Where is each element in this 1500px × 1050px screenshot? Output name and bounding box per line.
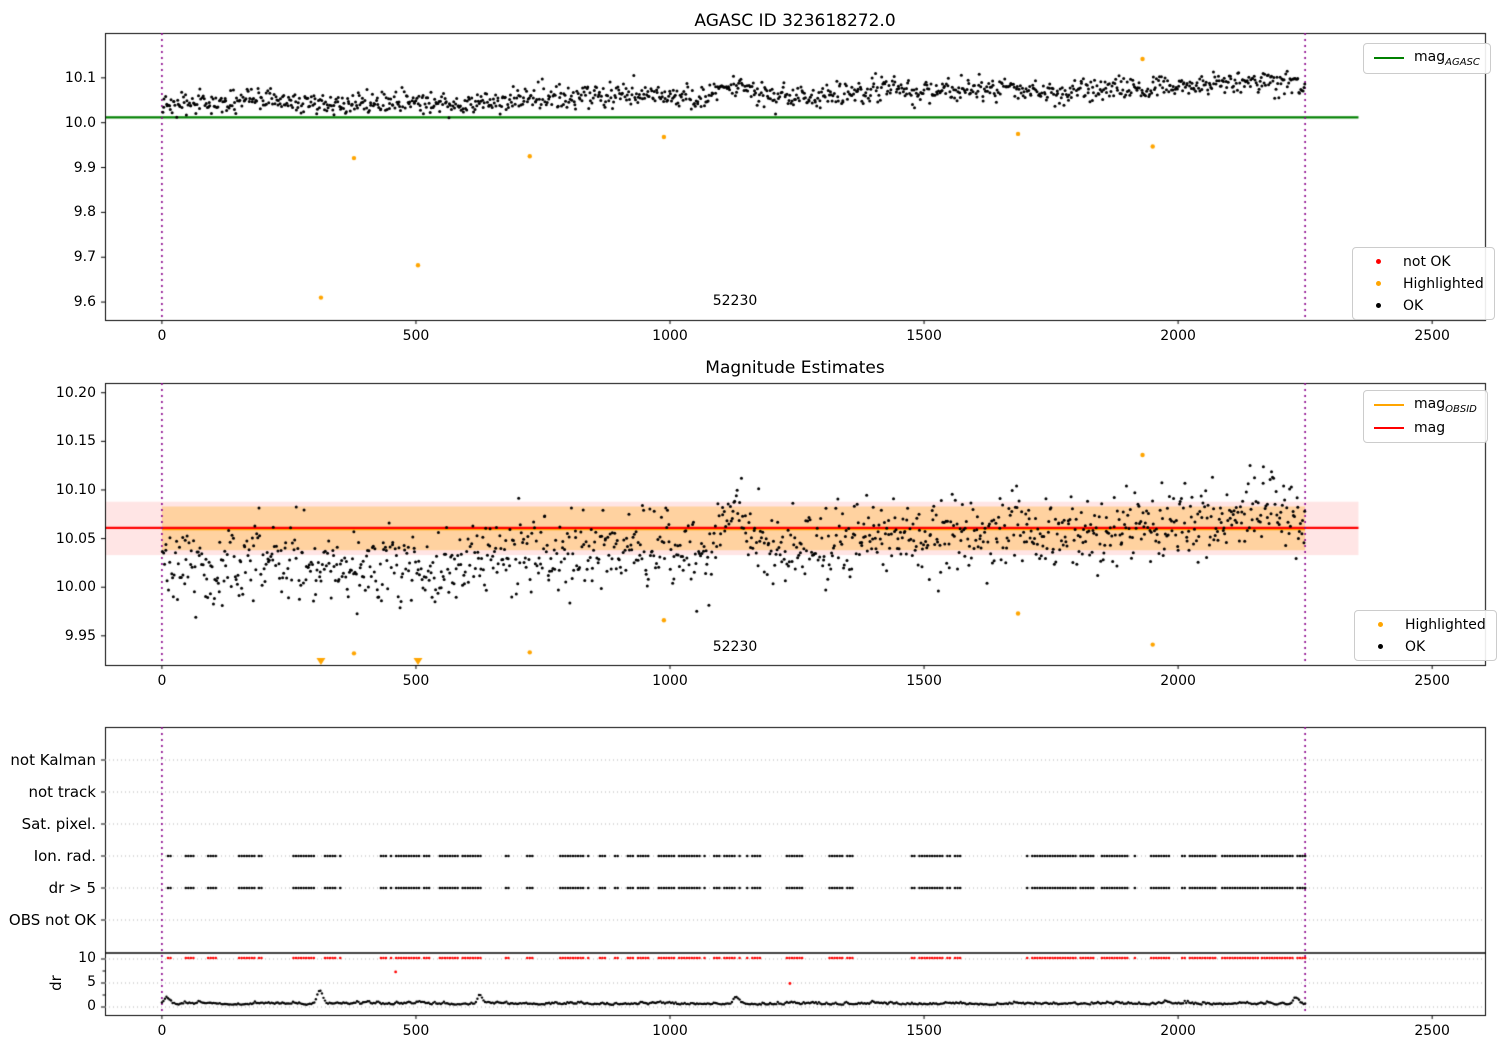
orange-dot-swatch xyxy=(1363,281,1393,286)
x-tick-label: 500 xyxy=(402,1023,430,1039)
legend-row-highlighted: Highlighted xyxy=(1363,275,1484,292)
legend-label: OK xyxy=(1403,297,1424,314)
y-tick-label: 9.95 xyxy=(64,627,96,644)
legend-row-ok: OK xyxy=(1365,638,1486,655)
legend-row-mag-obsid: magOBSID xyxy=(1374,396,1477,415)
flag-row-label: dr > 5 xyxy=(48,879,96,897)
x-tick-label: 1500 xyxy=(906,673,942,689)
orange-dot-swatch xyxy=(1365,622,1395,627)
legend-row-highlighted: Highlighted xyxy=(1365,616,1486,633)
plot1-line-legend: magAGASC xyxy=(1363,43,1491,74)
legend-label: Highlighted xyxy=(1405,616,1486,633)
flag-row-label: Sat. pixel. xyxy=(21,815,96,833)
legend-label: mag xyxy=(1414,420,1446,437)
x-tick-label: 0 xyxy=(157,328,167,344)
legend-label: magOBSID xyxy=(1414,396,1477,415)
x-tick-label: 2500 xyxy=(1414,673,1450,689)
y-tick-label: 9.9 xyxy=(73,159,96,176)
red-line-swatch xyxy=(1374,427,1404,430)
x-tick-label: 2000 xyxy=(1160,1023,1196,1039)
y-tick-label: 9.6 xyxy=(73,294,96,311)
y-tick-label: 10.0 xyxy=(64,114,96,131)
plot1-obsid-label: 52230 xyxy=(712,293,758,309)
black-dot-swatch xyxy=(1363,303,1393,308)
plot2-title: Magnitude Estimates xyxy=(705,358,885,378)
x-tick-label: 2500 xyxy=(1414,1023,1450,1039)
x-tick-label: 0 xyxy=(157,1023,167,1039)
legend-label: magAGASC xyxy=(1414,49,1480,68)
legend-label: OK xyxy=(1405,638,1426,655)
x-tick-label: 1000 xyxy=(652,1023,688,1039)
legend-row-mag: mag xyxy=(1374,420,1477,437)
flag-row-label: not Kalman xyxy=(10,751,96,769)
black-dot-swatch xyxy=(1365,644,1395,649)
y-tick-label: 10.00 xyxy=(55,579,96,596)
flag-row-label: Ion. rad. xyxy=(33,847,96,865)
x-tick-label: 1000 xyxy=(652,328,688,344)
plot2-marker-legend: Highlighted OK xyxy=(1354,610,1497,661)
x-tick-label: 0 xyxy=(157,673,167,689)
orange-line-swatch xyxy=(1374,404,1404,407)
x-tick-label: 2500 xyxy=(1414,328,1450,344)
legend-row-not-ok: not OK xyxy=(1363,253,1484,270)
x-tick-label: 1000 xyxy=(652,673,688,689)
legend-label: not OK xyxy=(1403,253,1451,270)
green-line-swatch xyxy=(1374,57,1404,60)
plot2-obsid-label: 52230 xyxy=(712,639,758,655)
y-tick-label: 10.15 xyxy=(55,433,96,450)
x-tick-label: 2000 xyxy=(1160,328,1196,344)
y-tick-label: 10.05 xyxy=(55,530,96,547)
legend-row-ok: OK xyxy=(1363,297,1484,314)
plot1-marker-legend: not OK Highlighted OK xyxy=(1352,247,1495,320)
plot1-title: AGASC ID 323618272.0 xyxy=(694,11,896,31)
flag-row-label: not track xyxy=(28,783,96,801)
y-tick-label: 10.10 xyxy=(55,481,96,498)
dr-tick-label: 0 xyxy=(87,998,96,1014)
y-tick-label: 10.20 xyxy=(55,384,96,401)
y-tick-label: 10.1 xyxy=(64,69,96,86)
x-tick-label: 500 xyxy=(402,328,430,344)
legend-label: Highlighted xyxy=(1403,275,1484,292)
dr-tick-label: 10 xyxy=(78,950,96,966)
x-tick-label: 1500 xyxy=(906,328,942,344)
x-tick-label: 1500 xyxy=(906,1023,942,1039)
red-dot-swatch xyxy=(1363,259,1393,264)
plot2-line-legend: magOBSID mag xyxy=(1363,390,1488,443)
flag-row-label: OBS not OK xyxy=(8,911,96,929)
y-tick-label: 9.8 xyxy=(73,204,96,221)
y-tick-label: 9.7 xyxy=(73,249,96,266)
dr-tick-label: 5 xyxy=(87,974,96,990)
x-tick-label: 2000 xyxy=(1160,673,1196,689)
legend-row-mag-agasc: magAGASC xyxy=(1374,49,1480,68)
x-tick-label: 500 xyxy=(402,673,430,689)
